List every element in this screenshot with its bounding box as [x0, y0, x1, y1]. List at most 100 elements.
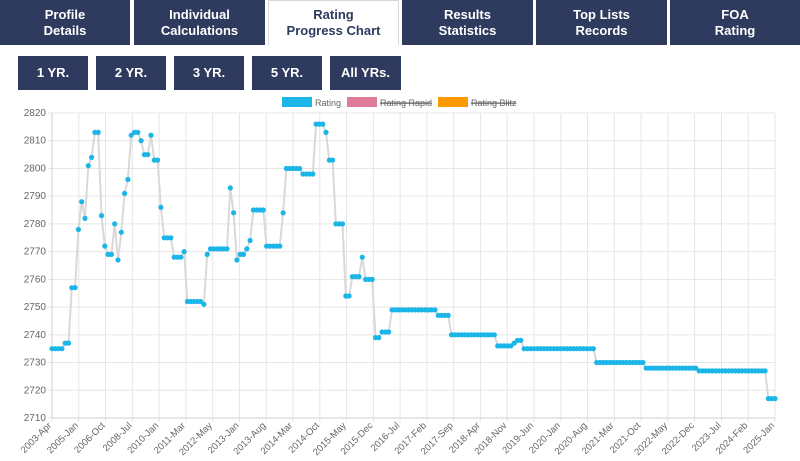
chart-legend: Rating Rating Rapid Rating Blitz	[282, 97, 517, 108]
tab-profile-details[interactable]: Profile Details	[0, 0, 130, 45]
y-tick-label: 2730	[24, 358, 47, 369]
rating-point[interactable]	[201, 301, 207, 307]
rating-point[interactable]	[122, 190, 128, 196]
tab-label-line2: Calculations	[160, 22, 239, 38]
rating-series-points	[49, 121, 778, 402]
rating-point[interactable]	[518, 337, 524, 343]
tab-rating-progress-chart[interactable]: Rating Progress Chart	[268, 0, 399, 45]
rating-point[interactable]	[135, 129, 141, 135]
tab-label-line2: Records	[575, 22, 628, 38]
tab-foa-rating[interactable]: FOA Rating	[670, 0, 800, 45]
rating-point[interactable]	[247, 237, 253, 244]
rating-point[interactable]	[590, 346, 597, 352]
rating-point[interactable]	[102, 243, 108, 249]
x-axis-ticks: 2003-Apr2005-Jan2006-Oct2008-Jul2010-Jan…	[19, 420, 777, 458]
rating-series-line	[52, 123, 775, 400]
rating-point[interactable]	[339, 221, 346, 227]
rating-point[interactable]	[762, 368, 768, 374]
tab-label-line1: Profile	[44, 6, 86, 22]
rating-point[interactable]	[280, 210, 286, 216]
rating-point[interactable]	[95, 129, 101, 135]
rating-point[interactable]	[125, 176, 131, 183]
rating-point[interactable]	[369, 276, 375, 282]
rating-point[interactable]	[231, 210, 237, 216]
rating-point[interactable]	[376, 335, 382, 341]
rating-point[interactable]	[297, 165, 303, 172]
rating-point[interactable]	[432, 307, 438, 313]
range-3yr-button[interactable]: 3 YR.	[174, 56, 244, 90]
rating-point[interactable]	[491, 332, 497, 338]
tab-results-statistics[interactable]: Results Statistics	[402, 0, 533, 45]
range-1yr-button[interactable]: 1 YR.	[18, 56, 88, 90]
tab-label-line1: Individual	[169, 6, 230, 22]
rating-point[interactable]	[359, 254, 365, 260]
rating-point[interactable]	[59, 346, 65, 352]
rating-point[interactable]	[79, 199, 85, 205]
y-tick-label: 2800	[24, 163, 47, 174]
rating-point[interactable]	[168, 235, 174, 241]
rating-point[interactable]	[72, 285, 78, 291]
rating-point[interactable]	[112, 221, 118, 227]
y-tick-label: 2790	[24, 191, 47, 202]
tab-top-lists-records[interactable]: Top Lists Records	[536, 0, 667, 45]
tab-label-line2: Details	[43, 22, 87, 38]
legend-item-rating[interactable]: Rating	[282, 97, 341, 108]
rating-point[interactable]	[330, 157, 336, 163]
range-all-years-button[interactable]: All YRs.	[330, 56, 401, 90]
rating-point[interactable]	[178, 254, 184, 260]
y-tick-label: 2740	[24, 330, 47, 341]
rating-point[interactable]	[445, 312, 451, 318]
rating-point[interactable]	[640, 359, 646, 366]
rating-point[interactable]	[240, 251, 247, 257]
rating-point[interactable]	[244, 246, 250, 252]
rating-point[interactable]	[323, 129, 329, 135]
rating-point[interactable]	[89, 154, 95, 160]
rating-point[interactable]	[260, 207, 266, 213]
rating-point[interactable]	[234, 257, 240, 263]
tab-label-line1: Top Lists	[573, 6, 630, 22]
rating-point[interactable]	[181, 249, 187, 255]
rating-point[interactable]	[224, 246, 230, 252]
tab-label-line1: Rating	[313, 7, 354, 22]
y-tick-label: 2780	[24, 219, 47, 230]
y-tick-label: 2720	[24, 385, 47, 396]
rating-point[interactable]	[772, 396, 778, 402]
rating-point[interactable]	[65, 340, 72, 346]
rating-point[interactable]	[115, 257, 121, 263]
rating-point[interactable]	[108, 251, 114, 257]
rating-point[interactable]	[118, 229, 124, 235]
rating-point[interactable]	[386, 329, 392, 335]
legend-item-rating-blitz[interactable]: Rating Blitz	[438, 97, 517, 108]
y-tick-label: 2810	[24, 136, 47, 147]
rating-point[interactable]	[346, 293, 352, 299]
rating-point[interactable]	[155, 157, 161, 163]
range-5yr-button[interactable]: 5 YR.	[252, 56, 322, 90]
tab-label-line1: Results	[444, 6, 491, 22]
y-tick-label: 2750	[24, 302, 47, 313]
tab-label-line2: Statistics	[438, 22, 497, 38]
legend-swatch-rating-rapid	[347, 97, 377, 107]
rating-point[interactable]	[145, 152, 151, 158]
legend-item-rating-rapid[interactable]: Rating Rapid	[347, 97, 432, 108]
tab-individual-calculations[interactable]: Individual Calculations	[134, 0, 265, 45]
y-tick-label: 2770	[24, 247, 47, 258]
rating-point[interactable]	[98, 213, 105, 219]
rating-point[interactable]	[356, 274, 362, 280]
rating-point[interactable]	[227, 185, 233, 191]
rating-point[interactable]	[310, 171, 316, 177]
legend-swatch-rating-blitz	[438, 97, 468, 107]
y-tick-label: 2820	[24, 108, 47, 119]
rating-point[interactable]	[138, 138, 144, 144]
rating-point[interactable]	[82, 215, 88, 221]
rating-point[interactable]	[277, 243, 283, 249]
rating-point[interactable]	[85, 163, 91, 169]
rating-point[interactable]	[148, 132, 154, 138]
rating-point[interactable]	[158, 204, 164, 210]
rating-point[interactable]	[75, 226, 81, 233]
chart-grid	[48, 112, 776, 422]
rating-point[interactable]	[320, 121, 326, 127]
tab-label-line2: Rating	[714, 22, 756, 38]
range-2yr-button[interactable]: 2 YR.	[96, 56, 166, 90]
rating-point[interactable]	[204, 251, 210, 257]
